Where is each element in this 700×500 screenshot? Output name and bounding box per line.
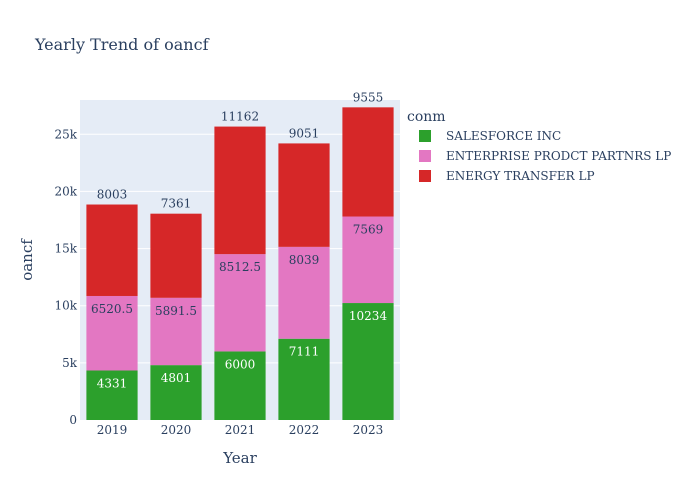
bar-segment[interactable] [342,303,394,420]
x-axis-title: Year [222,449,257,467]
bar-segment[interactable] [150,297,202,366]
legend[interactable]: conm SALESFORCE INC ENTERPRISE PRODCT PAR… [407,109,671,183]
legend-title: conm [407,109,446,125]
y-axis-title: oancf [18,238,36,281]
bar-value-label: 11162 [221,110,259,124]
bar-value-label: 9555 [353,90,384,104]
legend-swatch[interactable] [419,170,431,182]
bar-value-label: 7111 [289,345,320,359]
x-axis-ticks: 2019 2020 2021 2022 2023 [97,423,384,437]
bar-segment[interactable] [214,126,266,255]
bar-value-label: 4801 [161,371,192,385]
legend-swatch[interactable] [419,150,431,162]
bar-segment[interactable] [86,370,138,420]
bar-value-label: 10234 [349,309,388,323]
y-tick-label: 15k [54,242,77,256]
x-tick-label: 2019 [97,423,128,437]
y-tick-label: 0 [69,413,77,427]
x-tick-label: 2021 [225,423,256,437]
legend-swatch[interactable] [419,130,431,142]
bar-value-label: 7361 [161,197,192,211]
x-tick-label: 2022 [289,423,320,437]
bar-segment[interactable] [86,204,138,296]
bar-value-label: 8512.5 [219,260,261,274]
bar-segment[interactable] [342,216,394,304]
bar-segment[interactable] [214,351,266,420]
bar-value-label: 7569 [353,223,384,237]
y-tick-label: 10k [54,299,77,313]
bar-segment[interactable] [342,107,394,217]
bar-segment[interactable] [278,246,330,339]
legend-item-label[interactable]: ENERGY TRANSFER LP [446,169,595,183]
bar-value-label: 4331 [97,377,128,391]
bar-value-label: 6000 [225,357,256,371]
y-axis-ticks: 0 5k 10k 15k 20k 25k [54,127,77,427]
y-tick-label: 20k [54,184,77,198]
bar-labels: 4331 6520.5 8003 4801 5891.5 7361 6000 8512.5 11… [91,90,387,390]
chart-title: Yearly Trend of oancf [34,35,210,54]
bar-segment[interactable] [278,143,330,247]
bar-value-label: 8039 [289,253,320,267]
legend-item-label[interactable]: SALESFORCE INC [446,129,561,143]
bars [86,107,394,420]
bar-segment[interactable] [278,338,330,420]
legend-item-label[interactable]: ENTERPRISE PRODCT PARTNRS LP [446,149,671,163]
x-tick-label: 2020 [161,423,192,437]
bar-segment[interactable] [86,295,138,371]
bar-value-label: 6520.5 [91,302,133,316]
bar-segment[interactable] [150,213,202,298]
bar-segment[interactable] [214,254,266,352]
y-tick-label: 25k [54,127,77,141]
bar-value-label: 9051 [289,126,320,140]
bar-segment[interactable] [150,365,202,420]
y-tick-label: 5k [62,356,78,370]
bar-value-label: 5891.5 [155,304,197,318]
x-tick-label: 2023 [353,423,384,437]
bar-value-label: 8003 [97,188,128,202]
